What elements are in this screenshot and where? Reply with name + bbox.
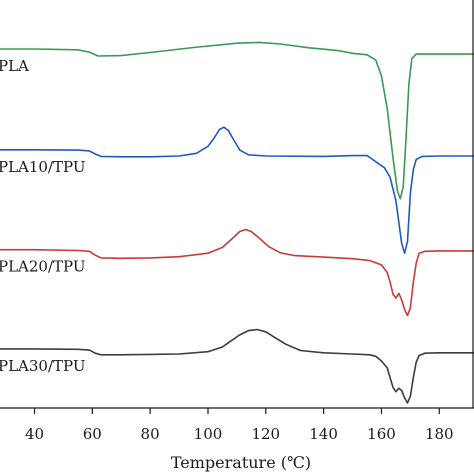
x-tick-label: 60 [83, 425, 102, 443]
series-labels: PLA PLA10/TPU PLA20/TPU PLA30/TPU [0, 57, 86, 375]
series-label-pla: PLA [0, 57, 29, 75]
axis-frame [0, 0, 474, 409]
x-axis-title: Temperature (℃) [171, 453, 311, 472]
x-axis: 40 60 80 100 120 140 160 180 [0, 0, 474, 443]
series-label-pla30-tpu: PLA30/TPU [0, 357, 86, 375]
series-layer [0, 41, 474, 404]
series-label-pla10-tpu: PLA10/TPU [0, 158, 86, 176]
series-line-pla30-tpu [0, 328, 474, 404]
x-tick-label: 140 [309, 425, 338, 443]
x-tick-label: 180 [425, 425, 454, 443]
x-tick-label: 100 [194, 425, 223, 443]
x-tick-label: 80 [141, 425, 160, 443]
series-line-pla20-tpu [0, 228, 474, 317]
x-tick-label: 120 [251, 425, 280, 443]
series-line-pla10-tpu [0, 126, 474, 254]
x-tick-label: 40 [25, 425, 44, 443]
x-tick-label: 160 [367, 425, 396, 443]
series-line-pla [0, 41, 474, 200]
series-label-pla20-tpu: PLA20/TPU [0, 258, 86, 276]
